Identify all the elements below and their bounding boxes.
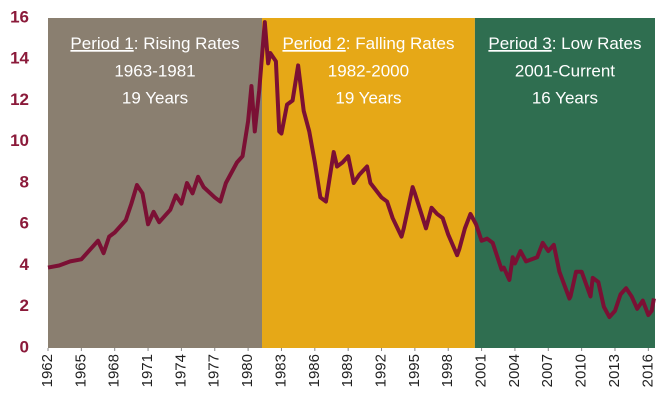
x-tick-label: 1968 — [106, 354, 123, 387]
x-tick-label: 1965 — [72, 354, 89, 387]
period-band — [474, 18, 655, 348]
x-tick-label: 1983 — [272, 354, 289, 387]
y-tick-label: 14 — [10, 49, 29, 68]
x-tick-label: 2010 — [573, 354, 590, 387]
period-desc: : Low Rates — [552, 34, 642, 53]
x-tick-label: 1962 — [39, 354, 56, 387]
x-tick-label: 2016 — [639, 354, 656, 387]
period-name: Period 2 — [282, 34, 345, 53]
period-name: Period 1 — [70, 34, 133, 53]
x-tick-label: 1992 — [372, 354, 389, 387]
x-tick-label: 2004 — [506, 354, 523, 387]
period-duration: 19 Years — [335, 88, 401, 107]
x-tick-label: 1971 — [139, 354, 156, 387]
y-tick-label: 6 — [20, 214, 29, 233]
period-range: 1982-2000 — [328, 61, 409, 80]
x-tick-label: 1974 — [172, 354, 189, 387]
x-tick-label: 2001 — [473, 354, 490, 387]
y-tick-label: 2 — [20, 296, 29, 315]
x-tick-label: 1998 — [439, 354, 456, 387]
period-range: 1963-1981 — [114, 61, 195, 80]
y-tick-label: 10 — [10, 131, 29, 150]
y-tick-label: 8 — [20, 172, 29, 191]
period-heading: Period 3: Low Rates — [488, 34, 641, 53]
period-heading: Period 2: Falling Rates — [282, 34, 454, 53]
x-tick-label: 1977 — [206, 354, 223, 387]
period-duration: 16 Years — [532, 88, 598, 107]
x-tick-label: 1986 — [306, 354, 323, 387]
y-tick-label: 0 — [20, 337, 29, 356]
y-tick-label: 12 — [10, 90, 29, 109]
rate-line — [47, 20, 656, 320]
period-duration: 19 Years — [122, 88, 188, 107]
x-tick-label: 2013 — [606, 354, 623, 387]
x-tick-label: 1989 — [339, 354, 356, 387]
period-name: Period 3 — [488, 34, 551, 53]
x-tick-label: 1980 — [239, 354, 256, 387]
x-tick-label: 2007 — [539, 354, 556, 387]
period-desc: : Falling Rates — [346, 34, 455, 53]
y-tick-label: 16 — [10, 7, 29, 26]
period-heading: Period 1: Rising Rates — [70, 34, 239, 53]
period-range: 2001-Current — [515, 61, 615, 80]
y-tick-label: 4 — [20, 255, 30, 274]
period-desc: : Rising Rates — [134, 34, 240, 53]
x-tick-label: 1995 — [406, 354, 423, 387]
